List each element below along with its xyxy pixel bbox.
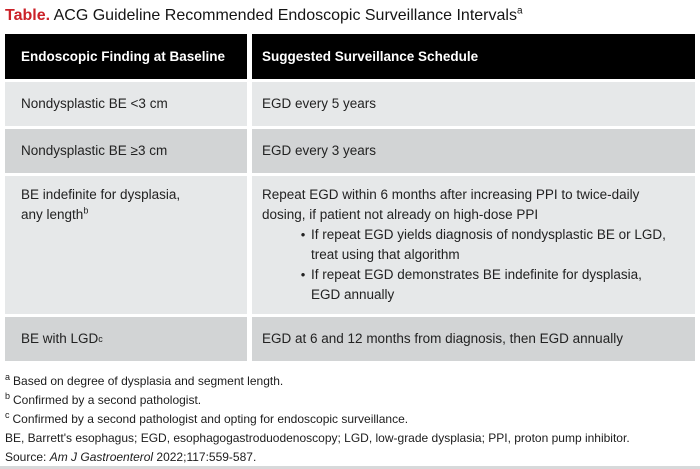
footnote-c: c Confirmed by a second pathologist and o… (5, 410, 695, 429)
column-header-schedule: Suggested Surveillance Schedule (252, 34, 695, 79)
table-title-text: ACG Guideline Recommended Endoscopic Sur… (50, 7, 517, 24)
surveillance-table: Endoscopic Finding at Baseline Suggested… (5, 34, 695, 361)
schedule-bullet-item: • If repeat EGD yields diagnosis of nond… (262, 225, 681, 265)
cell-finding-lgd: BE with LGD c (5, 317, 247, 361)
cell-schedule-every-3-years: EGD every 3 years (252, 129, 695, 173)
column-header-finding: Endoscopic Finding at Baseline (5, 34, 247, 79)
schedule-indefinite-paragraph: Repeat EGD within 6 months after increas… (262, 187, 640, 222)
footnote-a-text: Based on degree of dysplasia and segment… (13, 374, 284, 388)
footnote-c-superscript: c (5, 410, 10, 420)
bullet-text-repeat-nondysplastic: If repeat EGD yields diagnosis of nondys… (311, 227, 666, 262)
cell-finding-nondysplastic-short: Nondysplastic BE <3 cm (5, 82, 247, 126)
cell-schedule-lgd: EGD at 6 and 12 months from diagnosis, t… (252, 317, 695, 361)
bullet-icon: • (300, 267, 306, 282)
bullet-icon: • (300, 227, 306, 242)
footnotes: a Based on degree of dysplasia and segmen… (5, 372, 695, 466)
footnote-a: a Based on degree of dysplasia and segmen… (5, 372, 695, 391)
finding-indefinite-superscript: b (83, 205, 89, 216)
schedule-bullet-item: • If repeat EGD demonstrates BE indefini… (262, 265, 681, 305)
finding-lgd-text: BE with LGD (21, 331, 99, 346)
footnote-b: b Confirmed by a second pathologist. (5, 391, 695, 410)
source-prefix: Source: (5, 450, 50, 464)
footnote-c-text: Confirmed by a second pathologist and op… (12, 412, 409, 426)
bullet-text-repeat-indefinite: If repeat EGD demonstrates BE indefinite… (311, 267, 642, 302)
source-citation: 2022;117:559-587. (153, 450, 257, 464)
footnote-b-superscript: b (5, 391, 11, 401)
abbreviations-line: BE, Barrett's esophagus; EGD, esophagoga… (5, 431, 630, 445)
cell-finding-nondysplastic-long: Nondysplastic BE ≥3 cm (5, 129, 247, 173)
cell-schedule-indefinite: Repeat EGD within 6 months after increas… (252, 176, 695, 314)
table-title-superscript: a (516, 5, 523, 17)
footnote-a-superscript: a (5, 372, 11, 382)
footnote-b-text: Confirmed by a second pathologist. (13, 393, 202, 407)
table-title: Table. ACG Guideline Recommended Endosco… (5, 6, 695, 25)
source-line: Source: Am J Gastroenterol 2022;117:559-… (5, 448, 695, 466)
finding-indefinite-text: BE indefinite for dysplasia, any length (21, 187, 181, 222)
cell-schedule-every-5-years: EGD every 5 years (252, 82, 695, 126)
table-title-label: Table. (5, 7, 51, 24)
cell-finding-indefinite: BE indefinite for dysplasia, any lengthb (5, 176, 247, 314)
source-journal: Am J Gastroenterol (49, 450, 154, 464)
